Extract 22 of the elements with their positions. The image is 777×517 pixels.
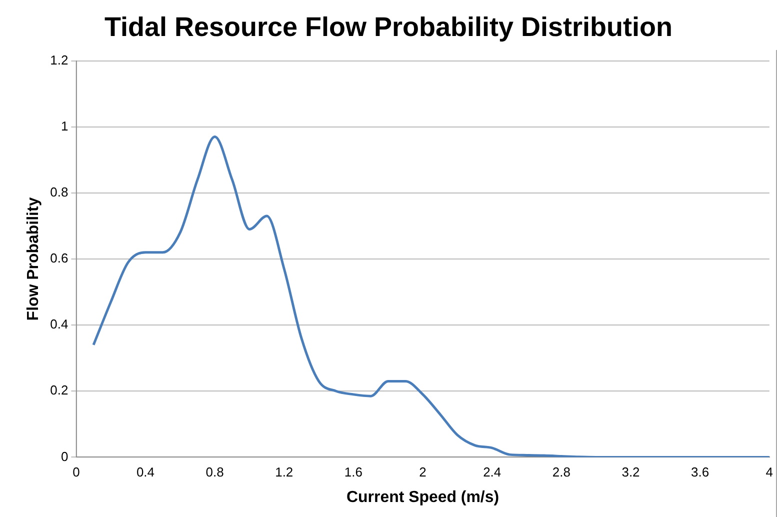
x-tick-label: 1.2 (275, 464, 294, 480)
x-tick-label: 2.4 (483, 464, 502, 480)
y-tick-label: 0 (60, 448, 68, 464)
x-tick-label: 3.6 (691, 464, 710, 480)
line-series (92, 136, 770, 458)
y-tick-label: 0.4 (50, 316, 68, 332)
y-tick-label: 1.2 (50, 52, 68, 68)
x-tick-label: 4 (766, 464, 774, 480)
x-tick-label: 0 (72, 464, 80, 480)
x-tick-label: 2 (419, 464, 426, 480)
x-tick-label: 3.2 (622, 464, 640, 480)
x-tick-label: 0.8 (206, 464, 224, 480)
y-tick-label: 0.8 (50, 184, 68, 200)
y-tick-label: 1 (60, 118, 68, 134)
x-tick-label: 0.4 (136, 464, 155, 480)
x-axis-title: Current Speed (m/s) (346, 488, 500, 506)
y-tick-label: 0.2 (50, 382, 68, 398)
y-axis-title: Flow Probability (24, 197, 42, 321)
x-tick-label: 2.8 (552, 464, 570, 480)
x-tick-label: 1.6 (344, 464, 362, 480)
chart-title: Tidal Resource Flow Probability Distribution (103, 12, 674, 43)
y-tick-label: 0.6 (50, 250, 68, 266)
